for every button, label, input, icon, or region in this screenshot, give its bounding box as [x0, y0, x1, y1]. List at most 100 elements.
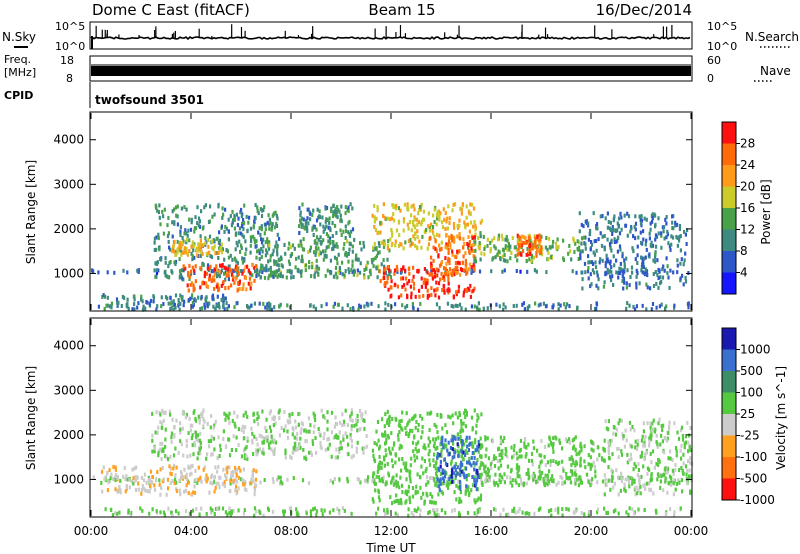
data-cell [351, 249, 354, 254]
data-cell [248, 305, 251, 310]
data-cell [350, 408, 353, 413]
data-cell [302, 237, 305, 242]
data-cell [465, 473, 468, 478]
data-cell [317, 246, 320, 251]
data-cell [519, 269, 522, 274]
data-cell [260, 214, 264, 218]
data-cell [630, 265, 634, 270]
nave-tick-high: 60 [707, 54, 721, 67]
data-cell [534, 301, 537, 306]
data-cell [476, 478, 479, 483]
data-cell [567, 475, 570, 480]
data-cell [410, 213, 413, 218]
data-cell [282, 509, 285, 514]
data-cell [613, 425, 616, 430]
data-cell [299, 436, 302, 441]
data-cell [204, 236, 207, 241]
data-cell [220, 224, 223, 229]
data-cell [314, 245, 318, 250]
data-cell [418, 294, 421, 299]
data-cell [654, 213, 657, 218]
data-cell [452, 202, 455, 207]
data-cell [377, 506, 380, 511]
data-cell [173, 239, 176, 244]
data-cell [294, 444, 297, 449]
data-cell [423, 499, 426, 504]
data-cell [207, 250, 210, 255]
data-cell [519, 477, 522, 482]
data-cell [243, 482, 246, 487]
data-cell [505, 513, 508, 517]
data-cell [261, 450, 264, 455]
data-cell [371, 474, 375, 479]
data-cell [685, 242, 688, 246]
data-cell [131, 467, 134, 472]
data-cell [324, 447, 327, 452]
data-cell [481, 483, 484, 487]
data-cell [533, 474, 536, 479]
data-cell [231, 220, 234, 225]
data-cell [463, 411, 466, 416]
data-cell [620, 476, 623, 481]
data-cell [350, 229, 353, 234]
data-cell [377, 241, 380, 246]
data-cell [473, 235, 476, 240]
data-cell [154, 203, 157, 208]
data-cell [502, 507, 505, 512]
data-cell [450, 304, 453, 308]
data-cell [260, 247, 263, 251]
data-cell [415, 442, 418, 447]
data-cell [479, 463, 482, 467]
data-cell [172, 307, 175, 312]
data-cell [641, 256, 644, 261]
data-cell [507, 242, 510, 246]
data-cell [658, 304, 661, 309]
data-cell [184, 415, 187, 420]
data-cell [189, 296, 192, 301]
data-cell [683, 258, 686, 263]
data-cell [318, 209, 321, 214]
data-cell [227, 304, 230, 309]
data-cell [668, 424, 671, 429]
data-cell [642, 237, 645, 242]
data-cell [431, 228, 434, 233]
data-cell [205, 284, 208, 289]
freq-tick-high: 18 [60, 54, 74, 67]
data-cell [193, 229, 196, 234]
data-cell [596, 226, 599, 231]
data-cell [112, 476, 115, 481]
data-cell [587, 221, 590, 226]
data-cell [122, 474, 125, 479]
data-cell [217, 481, 220, 486]
data-cell [511, 455, 514, 460]
data-cell [340, 219, 343, 224]
data-cell [314, 239, 317, 243]
data-cell [404, 305, 407, 310]
data-cell [471, 236, 474, 241]
data-cell [428, 228, 431, 233]
data-cell [201, 252, 204, 257]
data-cell [256, 442, 259, 447]
data-cell [592, 262, 595, 266]
data-cell [666, 232, 669, 237]
data-cell [472, 460, 475, 465]
data-cell [332, 435, 335, 440]
data-cell [226, 249, 229, 254]
data-cell [565, 475, 568, 480]
data-cell [438, 243, 441, 248]
data-cell [510, 251, 513, 255]
data-cell [574, 468, 577, 473]
data-cell [637, 462, 640, 467]
data-cell [633, 478, 636, 483]
data-cell [660, 231, 663, 236]
data-cell [497, 483, 500, 488]
data-cell [235, 491, 238, 496]
data-cell [547, 509, 551, 514]
data-cell [410, 291, 413, 296]
data-cell [373, 224, 376, 229]
data-cell [209, 264, 212, 269]
data-cell [259, 266, 262, 271]
data-cell [305, 457, 308, 462]
noise-tick-right-high: 10^5 [707, 20, 737, 33]
data-cell [254, 216, 257, 221]
